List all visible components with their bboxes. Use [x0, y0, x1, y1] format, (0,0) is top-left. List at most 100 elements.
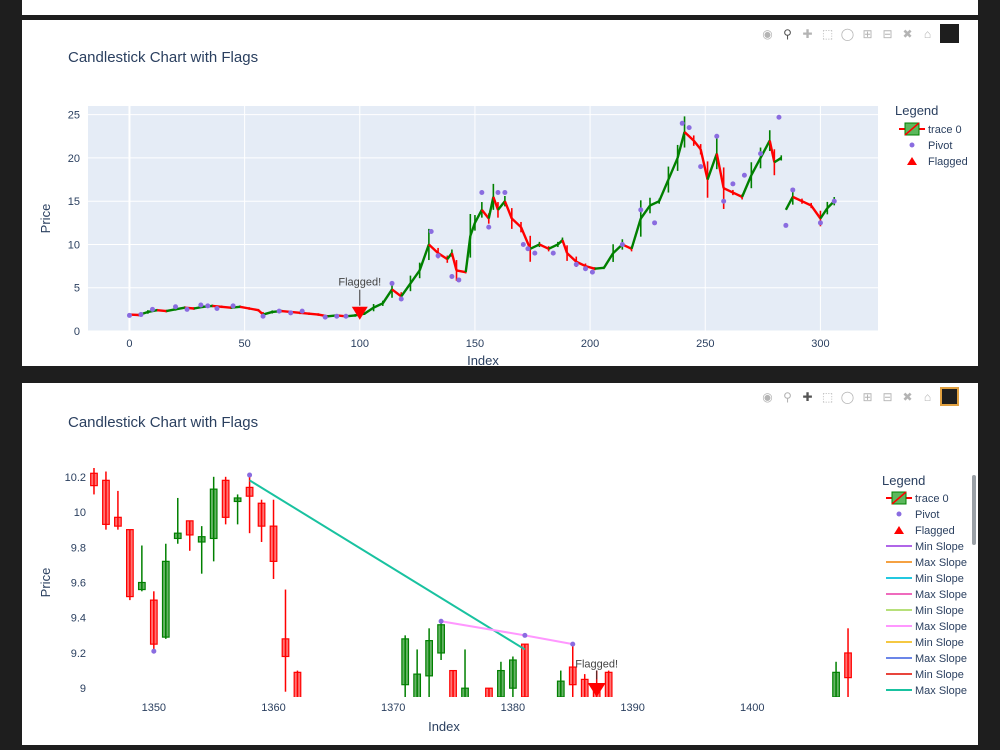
zoom-icon[interactable]: ⚲	[783, 389, 792, 404]
candle-segment	[548, 243, 559, 250]
autoscale-icon[interactable]: ✖	[902, 389, 913, 404]
candle-body	[185, 520, 194, 536]
pivot-marker	[619, 241, 625, 247]
legend-item-label: Pivot	[928, 140, 952, 152]
zoom-out-icon[interactable]: ⊟	[882, 389, 893, 404]
pivot-marker	[214, 306, 220, 311]
pivot-marker	[126, 312, 132, 318]
candle-body	[149, 599, 158, 645]
zoom-in-icon[interactable]: ⊞	[862, 26, 873, 41]
pivot-marker	[205, 303, 211, 309]
candle-segment	[649, 200, 660, 207]
candle-body	[556, 680, 565, 697]
candle-segment	[456, 269, 466, 274]
pivot-marker	[570, 641, 576, 647]
pivot-marker	[652, 220, 658, 226]
candle-segment	[741, 174, 753, 198]
candle-segment	[175, 306, 185, 311]
candle-body	[221, 479, 230, 518]
candle-segment	[692, 139, 702, 151]
legend-item-label: Min Slope	[915, 573, 964, 585]
left-border-lower	[0, 383, 22, 750]
legend-scrollbar[interactable]	[972, 475, 976, 545]
zoom-out-icon[interactable]: ⊟	[882, 26, 893, 41]
pivot-marker	[230, 303, 236, 309]
annotation-text: Flagged!	[338, 277, 381, 289]
home-icon[interactable]: ⌂	[923, 389, 932, 404]
candle-body	[102, 479, 110, 525]
x-tick-label: 1400	[740, 702, 764, 714]
pan-icon[interactable]: ✚	[802, 26, 813, 41]
flag-marker	[587, 682, 606, 697]
modebar: ◉ ⚲ ✚ ⬚ ◯ ⊞ ⊟ ✖ ⌂	[760, 387, 959, 406]
pivot-marker	[151, 648, 157, 654]
x-tick-label: 50	[238, 338, 250, 350]
y-tick-label: 20	[68, 153, 80, 165]
candle-segment	[819, 207, 829, 220]
bottom-border	[0, 745, 1000, 750]
pan-icon[interactable]: ✚	[802, 389, 813, 404]
plotly-logo-icon[interactable]	[940, 24, 959, 43]
x-tick-label: 0	[126, 338, 132, 350]
candle-body	[461, 687, 469, 697]
pivot-marker	[638, 207, 644, 213]
candle-segment	[221, 305, 231, 309]
x-tick-label: 200	[581, 338, 599, 350]
x-tick-label: 1380	[501, 702, 525, 714]
candle-segment	[239, 305, 250, 310]
pivot-marker	[149, 306, 155, 312]
legend-item-label: Max Slope	[915, 653, 967, 665]
box-select-icon[interactable]: ⬚	[821, 26, 834, 41]
chart-title: Candlestick Chart with Flags	[68, 49, 259, 66]
legend-title: Legend	[882, 473, 925, 488]
candle-body	[197, 536, 206, 543]
candle-segment	[373, 302, 384, 309]
candle-segment	[801, 200, 812, 207]
candle-body	[114, 516, 122, 527]
box-select-icon[interactable]: ⬚	[821, 389, 834, 404]
pivot-marker	[276, 308, 282, 314]
pivot-marker	[741, 172, 747, 178]
candle-body	[604, 671, 613, 697]
pivot-marker	[398, 296, 404, 302]
pivot-marker	[438, 618, 444, 624]
candle-body	[233, 497, 242, 503]
pivot-marker	[573, 261, 579, 267]
lasso-icon[interactable]: ◯	[840, 26, 855, 41]
right-border-lower	[978, 383, 1000, 750]
camera-icon[interactable]: ◉	[762, 389, 773, 404]
legend-swatch	[894, 526, 904, 534]
candle-segment	[381, 288, 394, 304]
pivot-marker	[299, 308, 305, 314]
candle-body	[281, 638, 290, 658]
plot-clip-group	[90, 468, 852, 697]
x-axis-label: Index	[428, 719, 460, 734]
candle-segment	[497, 200, 506, 211]
candle-body	[844, 652, 852, 679]
pivot-marker	[449, 273, 455, 279]
home-icon[interactable]: ⌂	[923, 26, 932, 41]
candle-body	[401, 638, 410, 686]
candle-segment	[723, 187, 734, 194]
zoom-icon[interactable]: ⚲	[783, 26, 792, 41]
pivot-marker	[790, 187, 796, 193]
pivot-marker	[288, 310, 294, 316]
candle-body	[137, 581, 146, 591]
autoscale-icon[interactable]: ✖	[902, 26, 913, 41]
candle-segment	[519, 226, 532, 250]
candle-segment	[566, 252, 578, 263]
chart-panel-bottom: Candlestick Chart with Flags ◉ ⚲ ✚ ⬚ ◯ ⊞…	[22, 383, 978, 745]
plotly-logo-icon[interactable]	[940, 387, 959, 406]
candle-segment	[480, 209, 490, 220]
x-tick-label: 1360	[261, 702, 285, 714]
camera-icon[interactable]: ◉	[762, 26, 773, 41]
candle-segment	[249, 307, 259, 312]
zoom-in-icon[interactable]: ⊞	[862, 389, 873, 404]
legend-item-label: Min Slope	[915, 669, 964, 681]
legend-title: Legend	[895, 103, 938, 118]
lasso-icon[interactable]: ◯	[840, 389, 855, 404]
slope-line	[440, 620, 573, 646]
candle-body	[449, 669, 457, 697]
pivot-marker	[435, 253, 441, 259]
legend-item-label: Max Slope	[915, 685, 967, 697]
